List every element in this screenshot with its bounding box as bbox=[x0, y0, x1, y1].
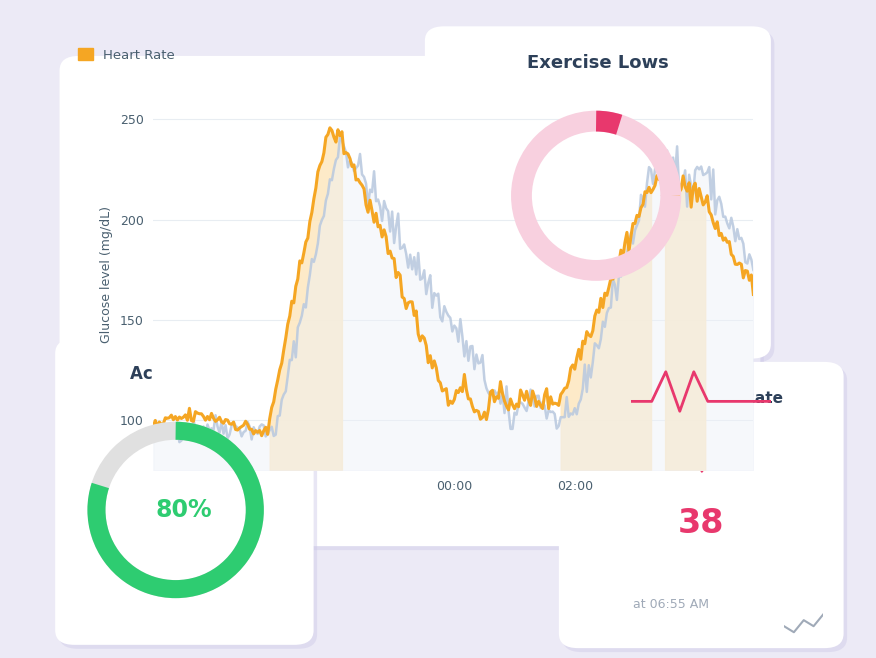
FancyBboxPatch shape bbox=[59, 343, 317, 649]
Text: Activity TIR: Activity TIR bbox=[130, 365, 238, 383]
FancyBboxPatch shape bbox=[428, 30, 774, 363]
Text: Exercise Lows: Exercise Lows bbox=[527, 53, 669, 72]
Text: 38: 38 bbox=[677, 507, 724, 540]
Text: 4 Episodes: 4 Episodes bbox=[557, 299, 639, 313]
FancyBboxPatch shape bbox=[425, 26, 771, 359]
Text: 80%: 80% bbox=[156, 498, 212, 522]
FancyBboxPatch shape bbox=[562, 366, 847, 652]
Y-axis label: Glucose level (mg/dL): Glucose level (mg/dL) bbox=[100, 206, 113, 343]
FancyBboxPatch shape bbox=[63, 60, 764, 550]
FancyBboxPatch shape bbox=[559, 362, 844, 648]
Legend: Heart Rate: Heart Rate bbox=[73, 43, 180, 67]
Text: Resting Heart Rate: Resting Heart Rate bbox=[618, 391, 783, 405]
FancyBboxPatch shape bbox=[60, 56, 760, 546]
FancyBboxPatch shape bbox=[55, 339, 314, 645]
Text: at 06:55 AM: at 06:55 AM bbox=[633, 597, 709, 611]
Text: ♥: ♥ bbox=[686, 447, 716, 480]
Text: 5%: 5% bbox=[577, 189, 619, 213]
